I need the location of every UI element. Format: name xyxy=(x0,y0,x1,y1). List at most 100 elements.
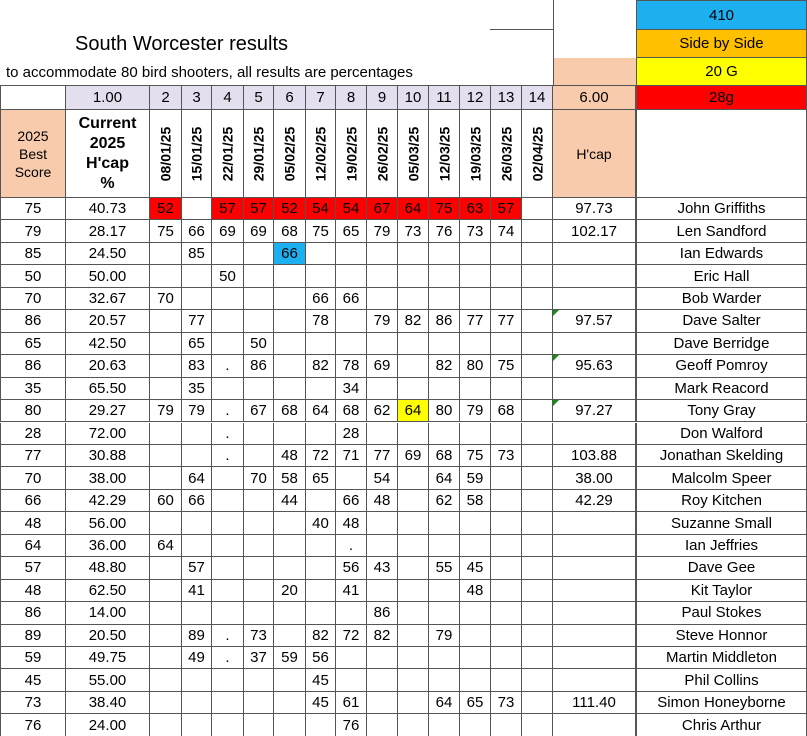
score xyxy=(182,198,212,221)
score: 66 xyxy=(306,287,336,311)
shooter-name: Mark Reacord xyxy=(636,377,807,401)
score xyxy=(150,422,182,445)
score xyxy=(522,602,553,625)
index-cell: 10 xyxy=(398,86,429,110)
score xyxy=(244,310,274,333)
score: 65 xyxy=(306,467,336,490)
current-hcap: 48.80 xyxy=(66,557,150,580)
best-score: 59 xyxy=(0,647,66,670)
best-score: 48 xyxy=(0,512,66,535)
score xyxy=(522,714,553,736)
score xyxy=(274,691,306,715)
score xyxy=(274,714,306,736)
score xyxy=(522,534,553,558)
score xyxy=(182,602,212,625)
best-score: 75 xyxy=(0,198,66,221)
score xyxy=(491,265,522,288)
header-text: 2025 xyxy=(89,134,126,152)
score xyxy=(522,624,553,647)
score: 73 xyxy=(491,444,522,468)
score: . xyxy=(336,534,367,558)
score xyxy=(522,400,553,423)
score xyxy=(212,310,244,333)
score xyxy=(429,714,460,736)
score: . xyxy=(212,422,244,445)
score: 43 xyxy=(367,557,398,580)
score: 54 xyxy=(367,467,398,490)
header-text: Best xyxy=(18,145,47,162)
header-date: 26/03/25 xyxy=(498,126,514,181)
score: 72 xyxy=(336,624,367,647)
score xyxy=(398,534,429,558)
header-name xyxy=(636,110,807,198)
comment-marker xyxy=(553,400,559,407)
shooter-name: Ian Jeffries xyxy=(636,534,807,558)
score xyxy=(522,557,553,580)
current-hcap: 38.40 xyxy=(66,691,150,715)
score xyxy=(429,579,460,603)
score xyxy=(306,714,336,736)
score: 82 xyxy=(306,355,336,378)
score: 68 xyxy=(429,444,460,468)
score xyxy=(491,422,522,445)
score xyxy=(491,714,522,736)
score xyxy=(398,242,429,266)
shooter-name: Dave Gee xyxy=(636,557,807,580)
score: 77 xyxy=(460,310,491,333)
score xyxy=(150,332,182,356)
score: . xyxy=(212,647,244,670)
score xyxy=(336,242,367,266)
hcap xyxy=(553,287,636,311)
score xyxy=(212,557,244,580)
score xyxy=(182,512,212,535)
score: 34 xyxy=(336,377,367,401)
score xyxy=(212,242,244,266)
score xyxy=(306,579,336,603)
score: 59 xyxy=(460,467,491,490)
index-cell: 1.00 xyxy=(66,86,150,110)
best-score: 86 xyxy=(0,355,66,378)
score xyxy=(212,287,244,311)
score xyxy=(212,489,244,513)
score: 57 xyxy=(182,557,212,580)
score: 67 xyxy=(367,198,398,221)
score xyxy=(150,602,182,625)
score xyxy=(460,265,491,288)
score xyxy=(150,624,182,647)
score: 65 xyxy=(182,332,212,356)
index-cell: 4 xyxy=(212,86,244,110)
score xyxy=(398,512,429,535)
score xyxy=(460,332,491,356)
score xyxy=(398,377,429,401)
score xyxy=(491,467,522,490)
score: 66 xyxy=(336,489,367,513)
hcap: 102.17 xyxy=(553,220,636,243)
score xyxy=(429,377,460,401)
best-score: 86 xyxy=(0,602,66,625)
hcap xyxy=(553,602,636,625)
index-cell: 8 xyxy=(336,86,367,110)
score: 63 xyxy=(460,198,491,221)
best-score: 76 xyxy=(0,714,66,736)
score xyxy=(244,579,274,603)
score: 82 xyxy=(429,355,460,378)
score: 20 xyxy=(274,579,306,603)
score xyxy=(244,377,274,401)
score xyxy=(336,669,367,692)
score: 71 xyxy=(336,444,367,468)
score xyxy=(244,242,274,266)
comment-marker xyxy=(553,355,559,362)
hcap xyxy=(553,624,636,647)
header-text: Current xyxy=(78,114,137,132)
header-date-cell: 12/02/25 xyxy=(306,110,336,198)
header-text: 2025 xyxy=(17,127,49,144)
score: 64 xyxy=(306,400,336,423)
shooter-name: Phil Collins xyxy=(636,669,807,692)
score xyxy=(522,310,553,333)
score xyxy=(522,489,553,513)
hcap: 97.73 xyxy=(553,198,636,221)
header-date: 05/02/25 xyxy=(281,126,298,181)
shooter-name: Paul Stokes xyxy=(636,602,807,625)
score xyxy=(274,512,306,535)
hcap xyxy=(553,714,636,736)
